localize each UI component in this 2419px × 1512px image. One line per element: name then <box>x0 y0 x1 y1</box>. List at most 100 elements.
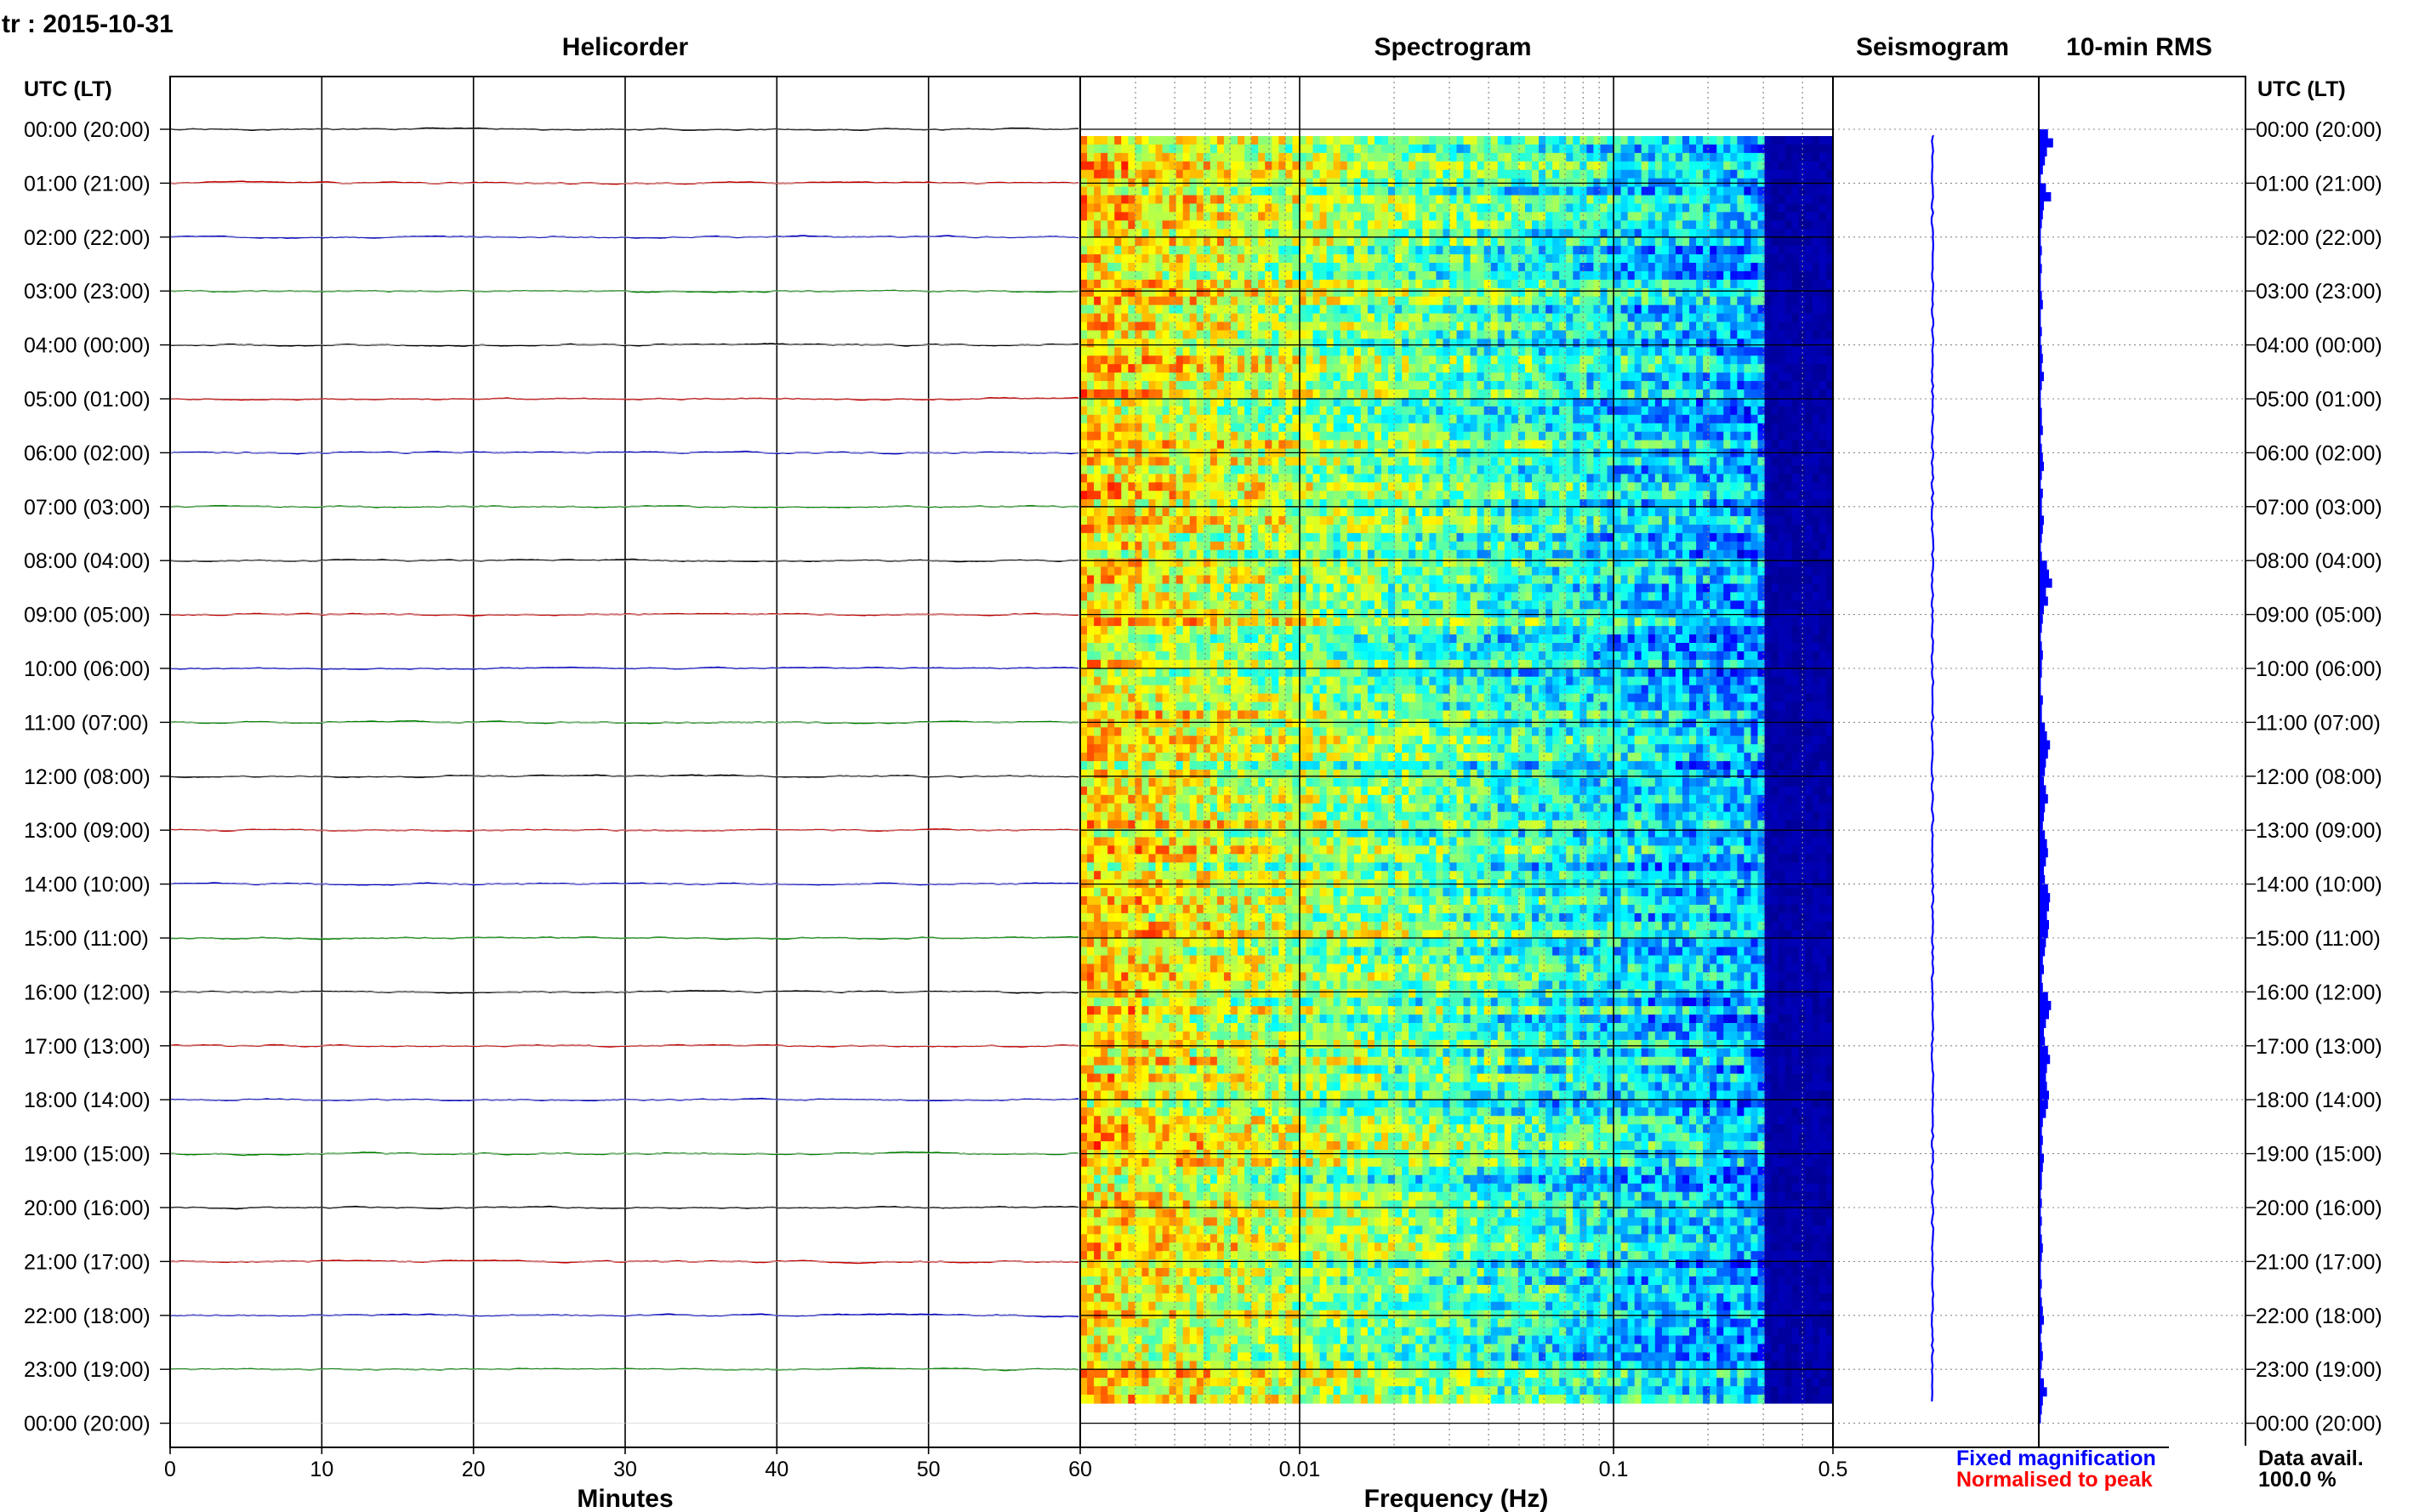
rms-bar <box>2039 570 2049 579</box>
row-label-right: 06:00 (02:00) <box>2256 441 2382 465</box>
rms-bar <box>2039 767 2045 776</box>
row-label-left: 12:00 (08:00) <box>24 765 151 789</box>
rms-bar <box>2039 911 2047 920</box>
helicorder-x-tick: 60 <box>1068 1458 1092 1481</box>
row-label-left: 00:00 (20:00) <box>24 1413 151 1436</box>
row-label-left: 15:00 (11:00) <box>24 927 149 951</box>
row-label-left: 10:00 (06:00) <box>24 657 151 681</box>
helicorder-x-tick: 20 <box>462 1458 486 1481</box>
row-label-left: 23:00 (19:00) <box>24 1358 151 1382</box>
row-label-right: 16:00 (12:00) <box>2256 981 2382 1004</box>
row-label-left: 13:00 (09:00) <box>24 819 151 843</box>
row-label-right: 05:00 (01:00) <box>2256 388 2382 412</box>
row-label-right: 00:00 (20:00) <box>2256 118 2382 142</box>
spectrogram-title: Spectrogram <box>1374 33 1531 61</box>
rms-bar <box>2039 183 2046 192</box>
row-label-right: 21:00 (17:00) <box>2256 1250 2382 1274</box>
helicorder-x-tick: 10 <box>310 1458 333 1481</box>
row-label-right: 18:00 (14:00) <box>2256 1089 2382 1112</box>
rms-bar <box>2039 1091 2049 1100</box>
rms-bar <box>2039 139 2053 148</box>
row-label-left: 05:00 (01:00) <box>24 388 151 412</box>
row-label-right: 10:00 (06:00) <box>2256 657 2382 681</box>
row-label-right: 08:00 (04:00) <box>2256 549 2382 573</box>
rms-bar <box>2039 1010 2049 1020</box>
rms-bar <box>2039 804 2045 813</box>
rms-bar <box>2039 722 2045 731</box>
rms-bar <box>2039 741 2050 750</box>
row-label-right: 03:00 (23:00) <box>2256 280 2382 304</box>
spectrogram-x-axis-title: Frequency (Hz) <box>1364 1485 1549 1512</box>
rms-bar <box>2039 1046 2048 1055</box>
rms-bar <box>2039 1001 2051 1010</box>
spectrogram-x-tick: 0.5 <box>1819 1458 1848 1481</box>
rms-bar <box>2039 938 2046 947</box>
row-label-right: 04:00 (00:00) <box>2256 334 2382 358</box>
rms-bar <box>2039 920 2049 929</box>
left-time-axis-label: UTC (LT) <box>24 77 112 101</box>
rms-bar <box>2039 893 2050 902</box>
row-label-left: 07:00 (03:00) <box>24 496 151 520</box>
row-label-right: 15:00 (11:00) <box>2256 927 2381 951</box>
rms-bar <box>2039 129 2048 139</box>
row-label-right: 09:00 (05:00) <box>2256 604 2382 628</box>
row-label-left: 11:00 (07:00) <box>24 711 149 735</box>
row-label-right: 01:00 (21:00) <box>2256 172 2382 196</box>
helicorder-x-tick: 50 <box>917 1458 941 1481</box>
rms-bar <box>2039 588 2046 597</box>
station-date-title: tr : 2015-10-31 <box>2 10 174 38</box>
rms-bar <box>2039 147 2047 156</box>
right-time-axis-label: UTC (LT) <box>2257 77 2346 101</box>
legend-fixed-magnification: Fixed magnification <box>1956 1447 2156 1470</box>
rms-bar <box>2039 1064 2047 1073</box>
row-label-left: 18:00 (14:00) <box>24 1089 151 1112</box>
row-label-right: 02:00 (22:00) <box>2256 226 2382 250</box>
legend-normalised-to-peak: Normalised to peak <box>1956 1468 2153 1492</box>
row-label-right: 07:00 (03:00) <box>2256 496 2382 520</box>
rms-bar <box>2039 857 2046 867</box>
rms-bar <box>2039 192 2051 202</box>
rms-bar <box>2039 578 2052 588</box>
rms-bar <box>2039 596 2048 605</box>
helicorder-x-tick: 0 <box>164 1458 176 1481</box>
helicorder-x-tick: 30 <box>613 1458 637 1481</box>
rms-bar <box>2039 794 2048 804</box>
row-label-left: 21:00 (17:00) <box>24 1250 151 1274</box>
rms-bar <box>2039 884 2048 894</box>
rms-bar <box>2039 1037 2045 1046</box>
rms-bar <box>2039 929 2048 938</box>
helicorder-title: Helicorder <box>562 33 689 61</box>
seismogram-title: Seismogram <box>1856 33 2009 61</box>
rms-bar <box>2039 1100 2048 1109</box>
row-label-right: 23:00 (19:00) <box>2256 1358 2382 1382</box>
rms-bar <box>2039 1054 2050 1064</box>
rms-bar <box>2039 1387 2047 1396</box>
row-label-right: 00:00 (20:00) <box>2256 1413 2382 1436</box>
rms-bar <box>2039 830 2045 839</box>
data-avail-value: 100.0 % <box>2258 1468 2336 1492</box>
rms-bar <box>2039 1019 2046 1028</box>
rms-bar <box>2039 560 2047 570</box>
row-label-left: 00:00 (20:00) <box>24 118 151 142</box>
row-label-left: 04:00 (00:00) <box>24 334 151 358</box>
rms-bar <box>2039 785 2046 794</box>
row-label-left: 17:00 (13:00) <box>24 1035 151 1059</box>
row-label-right: 12:00 (08:00) <box>2256 765 2382 789</box>
row-label-left: 02:00 (22:00) <box>24 226 151 250</box>
helicorder-x-axis-title: Minutes <box>577 1485 673 1512</box>
spectrogram-heatmap <box>1080 136 1834 1404</box>
rms-bar <box>2039 992 2048 1001</box>
row-label-left: 01:00 (21:00) <box>24 172 151 196</box>
spectrogram-x-tick: 0.1 <box>1599 1458 1629 1481</box>
row-label-left: 16:00 (12:00) <box>24 981 151 1004</box>
row-label-right: 19:00 (15:00) <box>2256 1143 2382 1167</box>
rms-bar <box>2039 902 2049 912</box>
row-label-left: 09:00 (05:00) <box>24 604 151 628</box>
rms-bar <box>2039 875 2045 884</box>
rms-bar <box>2039 1073 2046 1083</box>
rms-bar <box>2039 156 2045 166</box>
rms-bar <box>2039 749 2048 759</box>
row-label-right: 17:00 (13:00) <box>2256 1035 2382 1059</box>
rms-bar <box>2039 1109 2046 1118</box>
rms-title: 10-min RMS <box>2066 33 2212 61</box>
